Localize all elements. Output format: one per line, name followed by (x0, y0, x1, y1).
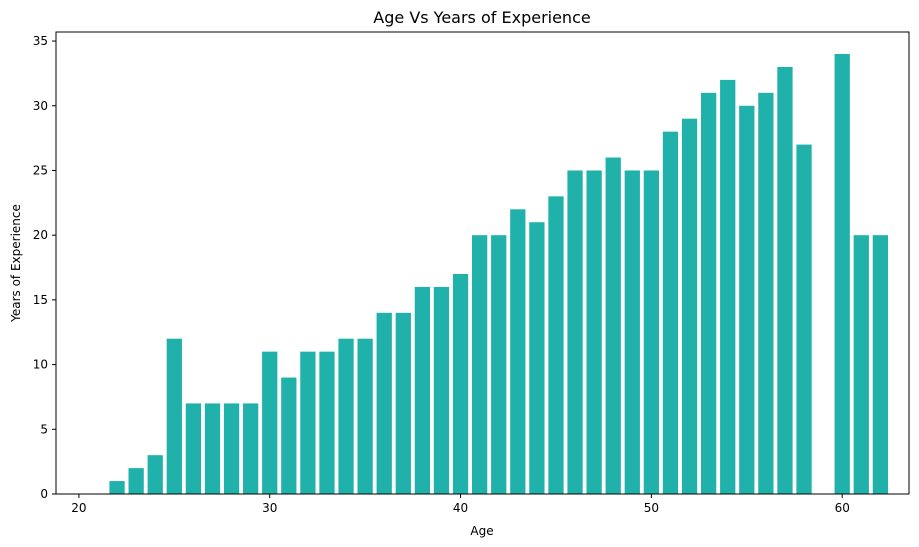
y-tick-label: 35 (33, 34, 48, 48)
bar-age-40 (452, 274, 469, 494)
bar-age-29 (243, 403, 259, 494)
bar-age-53 (700, 92, 717, 494)
bar-age-25 (166, 338, 182, 494)
bar-age-38 (414, 286, 431, 494)
bar-age-33 (319, 351, 335, 494)
bar-age-51 (662, 131, 679, 494)
bar-age-44 (529, 222, 545, 494)
bar-age-42 (491, 235, 507, 495)
x-tick-label: 50 (644, 501, 659, 515)
plot-frame (55, 31, 910, 495)
bar-age-31 (281, 377, 297, 494)
chart-title: Age Vs Years of Experience (373, 8, 590, 27)
y-axis-ticks: 0 5 10 15 20 25 30 35 (33, 34, 56, 501)
bar-age-58 (796, 144, 812, 494)
bar-age-24 (147, 455, 163, 494)
y-tick-label: 15 (33, 293, 48, 307)
bar-age-50 (643, 170, 660, 494)
bar-age-39 (433, 286, 450, 494)
bar-age-36 (376, 312, 392, 494)
bar-age-41 (472, 235, 488, 495)
bar-age-49 (624, 170, 640, 494)
bar-age-48 (605, 157, 621, 494)
bar-age-30 (262, 351, 278, 494)
x-axis-ticks: 20 30 40 50 60 (71, 494, 850, 515)
bar-age-60 (834, 54, 850, 494)
bar-age-56 (758, 92, 774, 494)
bar-age-47 (586, 170, 602, 494)
x-tick-label: 60 (835, 501, 850, 515)
bar-age-43 (510, 209, 526, 494)
bar-age-37 (395, 312, 411, 494)
bar-age-55 (739, 105, 755, 494)
bar-age-62 (872, 235, 889, 495)
bar-age-26 (185, 403, 202, 494)
x-tick-label: 30 (262, 501, 277, 515)
bar-age-52 (681, 118, 698, 495)
bar-age-23 (128, 468, 144, 494)
bar-age-45 (548, 196, 564, 494)
bar-age-22 (109, 481, 125, 494)
bar-age-54 (720, 79, 736, 494)
x-tick-label: 20 (71, 501, 86, 515)
bar-age-46 (567, 170, 583, 494)
y-tick-label: 20 (33, 228, 48, 242)
bar-age-34 (338, 338, 354, 494)
bar-age-28 (223, 403, 240, 494)
bar-age-32 (300, 351, 316, 494)
y-tick-label: 0 (40, 487, 48, 501)
y-tick-label: 5 (40, 422, 48, 436)
x-tick-label: 40 (453, 501, 468, 515)
bar-age-61 (853, 235, 869, 495)
y-axis-label: Years of Experience (9, 204, 23, 323)
x-axis-label: Age (470, 524, 493, 538)
bar-age-57 (777, 66, 793, 495)
bar-age-27 (204, 403, 221, 494)
bar-age-35 (357, 338, 373, 494)
y-tick-label: 10 (33, 358, 48, 372)
y-tick-label: 25 (33, 163, 48, 177)
bars-group (109, 54, 889, 495)
y-tick-label: 30 (33, 99, 48, 113)
